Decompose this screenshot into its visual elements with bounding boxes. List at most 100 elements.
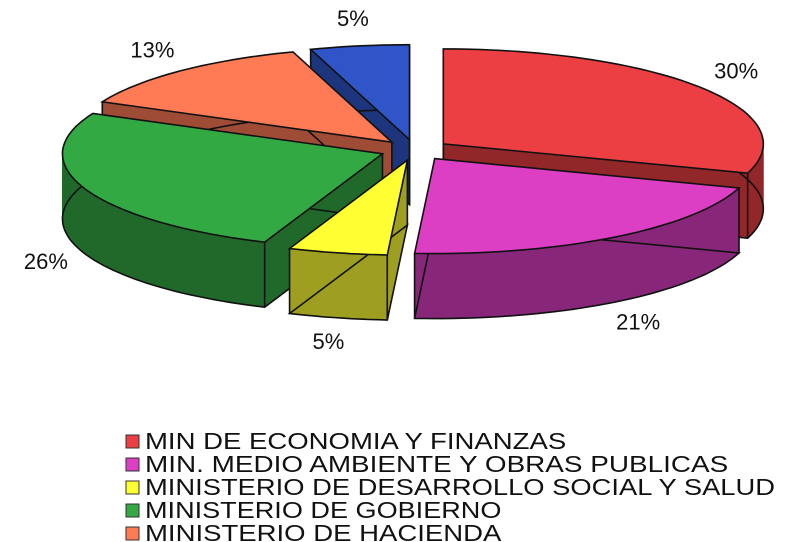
slice-wall <box>167 224 176 292</box>
slice-wall <box>79 184 84 254</box>
data-label: 26% <box>24 249 68 274</box>
slice-wall <box>103 199 109 269</box>
slice-wall <box>246 239 257 307</box>
slice-wall <box>433 253 444 319</box>
legend-label: MINISTERIO DE HACIENDA <box>145 520 502 542</box>
slice-wall <box>213 234 223 302</box>
data-label: 13% <box>130 37 174 62</box>
slice-wall <box>518 249 529 316</box>
slice-wall <box>255 240 266 308</box>
slice-wall <box>622 233 631 301</box>
slice-wall <box>443 253 454 319</box>
slice-wall <box>86 189 91 259</box>
slice-wall <box>90 192 95 261</box>
slice-wall <box>750 167 754 237</box>
slice-wall <box>71 175 75 246</box>
slice-wall <box>490 251 501 318</box>
slice-bottom-outline <box>413 222 741 320</box>
slice-wall <box>589 239 599 307</box>
slice-wall <box>135 213 142 282</box>
slice <box>287 158 409 321</box>
slice-wall <box>537 247 547 314</box>
legend-swatch <box>125 480 140 495</box>
slice <box>413 157 741 320</box>
slice-wall <box>147 218 155 286</box>
slice-wall <box>69 173 73 243</box>
legend-label: MINISTERIO DE DESARROLLO SOCIAL Y SALUD <box>145 474 775 500</box>
slice-wall <box>471 252 482 319</box>
legend-swatch <box>125 503 140 518</box>
slice-wall <box>678 217 686 286</box>
legend-swatch <box>125 434 140 449</box>
slice-wall <box>76 181 81 251</box>
slice-wall <box>720 198 726 267</box>
slice-wall <box>724 195 730 265</box>
slice-wall <box>614 235 623 303</box>
slice-wall <box>706 205 713 275</box>
slice-wall <box>555 245 565 312</box>
slice-wall <box>161 222 169 290</box>
slice-wall <box>82 186 87 256</box>
slice-wall <box>546 246 556 313</box>
slice-wall <box>500 250 511 317</box>
slice-wall <box>665 221 673 290</box>
slice-wall <box>752 164 756 234</box>
slice-wall <box>332 252 343 319</box>
legend-swatch <box>125 526 140 541</box>
slice-wall <box>190 229 199 297</box>
slice-wall <box>606 236 615 305</box>
slice-wall <box>359 253 370 320</box>
slice-wall <box>637 229 646 298</box>
slice-wall <box>368 254 379 321</box>
slice-top <box>413 157 741 255</box>
slice-wall <box>462 252 473 319</box>
slice-wall <box>658 223 667 292</box>
slice-wall <box>341 252 352 320</box>
slice-wall <box>306 249 316 317</box>
slice-wall <box>229 237 239 305</box>
slice-wall <box>98 197 104 266</box>
legend-label: MINISTERIO DE GOBIERNO <box>145 497 501 523</box>
slice-wall <box>141 215 149 284</box>
legend-label: MIN DE ECONOMIA Y FINANZAS <box>145 428 566 454</box>
slice-wall <box>684 215 691 284</box>
slice-wall <box>711 203 717 272</box>
slice-wall <box>598 238 607 306</box>
slice-wall <box>129 211 136 280</box>
slice-bottom-outline <box>287 223 409 321</box>
legend-swatch <box>125 457 140 472</box>
slice-wall <box>581 241 591 309</box>
slice-wall <box>732 189 737 259</box>
slice-wall <box>728 192 733 262</box>
slice-top <box>442 48 765 175</box>
slice-wall <box>644 227 653 296</box>
slice-wall <box>452 252 463 319</box>
slice-bottom-outline <box>61 177 385 309</box>
slice-top <box>287 158 409 256</box>
slice-wall <box>221 235 231 303</box>
slice-wall <box>112 204 119 273</box>
legend-label: MIN. MEDIO AMBIENTE Y OBRAS PUBLICAS <box>145 451 728 477</box>
data-label: 5% <box>337 6 369 31</box>
slice-wall <box>123 209 130 278</box>
data-label: 21% <box>616 309 660 334</box>
slice-wall <box>74 178 78 248</box>
slice-wall <box>154 220 162 288</box>
slice-wall <box>94 194 100 264</box>
slice-wall <box>716 200 722 270</box>
slice-wall <box>527 248 538 315</box>
slice-wall <box>377 254 388 321</box>
slice-wall <box>481 251 492 318</box>
slice-wall <box>205 232 215 300</box>
slice-top <box>61 112 385 244</box>
data-label: 5% <box>312 329 344 354</box>
slice-wall <box>695 210 702 279</box>
slice-wall <box>289 248 299 315</box>
slice-wall <box>509 249 520 317</box>
slice-top <box>308 43 411 142</box>
data-label: 30% <box>714 59 758 84</box>
slice-wall <box>671 219 679 288</box>
slice-wall <box>690 212 697 282</box>
slice-wall <box>182 227 191 296</box>
